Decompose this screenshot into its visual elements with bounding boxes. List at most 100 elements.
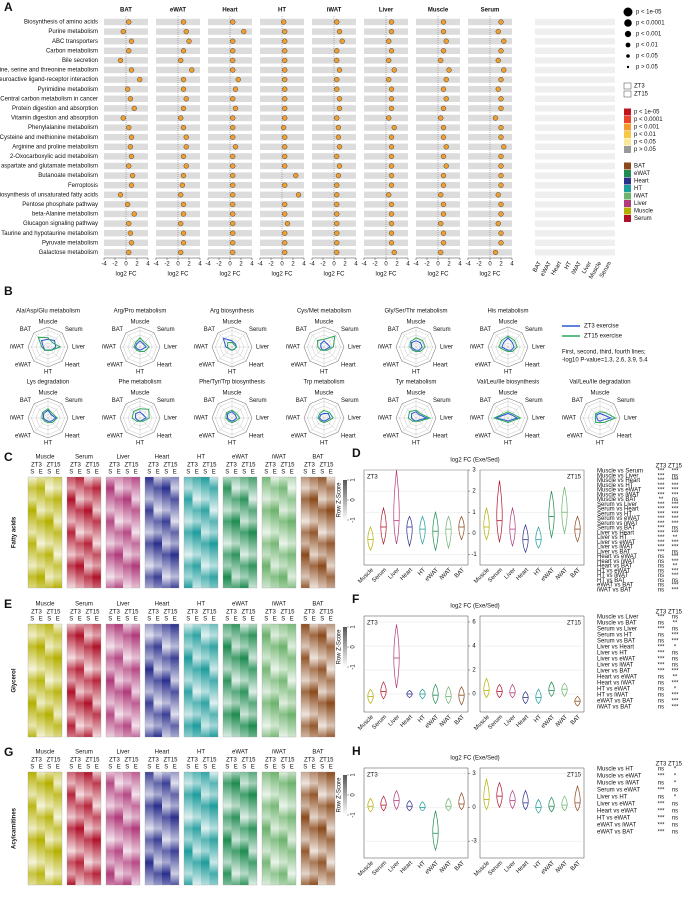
dot [498, 153, 504, 160]
radar-series [225, 409, 241, 424]
table-row-label: Liver vs iWAT [597, 663, 634, 669]
zt-label: ZT3 [31, 463, 42, 469]
dot [334, 249, 340, 256]
radar-spoke [125, 332, 141, 348]
radar-axis-label: Heart [433, 362, 448, 368]
colorbar [343, 627, 347, 667]
table-cell: ns [672, 663, 678, 669]
tissue-header: eWAT [232, 455, 248, 461]
dot [128, 240, 135, 246]
radar-axis-label: BAT [112, 398, 124, 404]
zt-label: ZT3 [70, 758, 81, 764]
zt-label: ZT3 [109, 463, 120, 469]
table-cell: *** [657, 774, 665, 780]
heatmap-frame [144, 476, 180, 589]
x-tick-label: Serum [371, 860, 388, 877]
row-band [260, 172, 304, 179]
dot [230, 48, 236, 54]
heatmap-column [240, 477, 249, 588]
violin [483, 506, 490, 541]
heatmap-column [123, 477, 132, 588]
dot [440, 211, 447, 217]
condition-label: S [225, 470, 229, 476]
legend-label: p < 0.05 [634, 140, 657, 146]
row-band [364, 28, 408, 35]
heatmap-column [28, 772, 37, 885]
violin [458, 686, 465, 706]
radar-spoke [599, 403, 615, 419]
dot [282, 144, 288, 150]
radar-axis-label: eWAT [15, 362, 31, 368]
radar-axis-label: Heart [249, 362, 264, 368]
dot [388, 221, 395, 227]
table-cell: ns [672, 802, 678, 808]
legend-label: p < 0.01 [634, 132, 657, 138]
radar-spoke [507, 346, 523, 362]
matrix-band [535, 28, 615, 35]
heatmap-column [262, 477, 271, 588]
zt-label: ZT15 [85, 463, 100, 469]
heatmap-column [309, 624, 318, 737]
radar-axis-label: iWAT [378, 416, 392, 422]
table-cell: ns [658, 705, 664, 711]
legend-size [625, 42, 631, 48]
violin [367, 526, 374, 551]
table-row-label: Liver vs HT [597, 535, 628, 541]
legend-label: p < 0.001 [636, 32, 662, 38]
condition-label: S [203, 617, 207, 623]
heatmap-column [45, 477, 54, 588]
zt-label: ZT15 [124, 610, 139, 616]
panel-letter: B [4, 284, 13, 298]
condition-label: E [312, 470, 316, 476]
radar-spoke [415, 332, 431, 348]
x-tick-label: -4 [205, 262, 211, 268]
condition-label: E [78, 470, 82, 476]
condition-label: S [203, 470, 207, 476]
heatmap-column [131, 477, 140, 588]
x-tick-label: Liver [388, 714, 401, 727]
row-band [416, 124, 460, 131]
radar-axis-label: BAT [388, 398, 400, 404]
table-cell: *** [657, 469, 665, 475]
radar-axis-label: Muscle [38, 391, 58, 397]
table-cell: *** [671, 521, 679, 527]
colorbar-tick-label: 1 [351, 625, 357, 629]
heatmap-column [36, 772, 45, 885]
tissue-header: Serum [75, 602, 93, 608]
x-axis-label: log2 FC [167, 272, 189, 278]
condition-label: E [95, 765, 99, 771]
zt-label: ZT3 [226, 610, 237, 616]
zt-label: ZT15 [85, 758, 100, 764]
condition-label: E [234, 617, 238, 623]
violin [574, 515, 581, 543]
dot [186, 38, 192, 44]
legend-swatch [624, 185, 631, 192]
radar-axis-label: HT [504, 441, 512, 447]
condition-label: E [134, 470, 138, 476]
legend-size [626, 65, 630, 69]
colorbar-tick-label: -1 [351, 812, 357, 818]
radar-axis-label: eWAT [475, 433, 491, 439]
x-tick-label: eWAT [424, 860, 440, 876]
row-band [208, 38, 252, 45]
table-row-label: Heart vs eWAT [597, 554, 637, 560]
matrix-band [535, 66, 615, 74]
legend-swatch [624, 123, 631, 131]
dot [492, 249, 499, 256]
tissue-header: iWAT [272, 602, 286, 608]
table-cell: ns [672, 497, 678, 503]
table-cell: * [674, 767, 677, 773]
heatmap-column [309, 772, 318, 885]
radar-spoke [125, 403, 141, 419]
dot [179, 182, 186, 188]
zt-label: ZT3 [70, 463, 81, 469]
x-tick-label: 4 [250, 262, 254, 268]
heatmap-frame [105, 476, 141, 589]
x-tick-label: Liver [388, 860, 401, 873]
radar-axis-label: Muscle [406, 320, 426, 326]
condition-label: E [195, 470, 199, 476]
tissue-header: Muscle [35, 602, 55, 608]
dot [281, 19, 287, 25]
matrix-band [535, 153, 615, 160]
dot [282, 105, 288, 112]
